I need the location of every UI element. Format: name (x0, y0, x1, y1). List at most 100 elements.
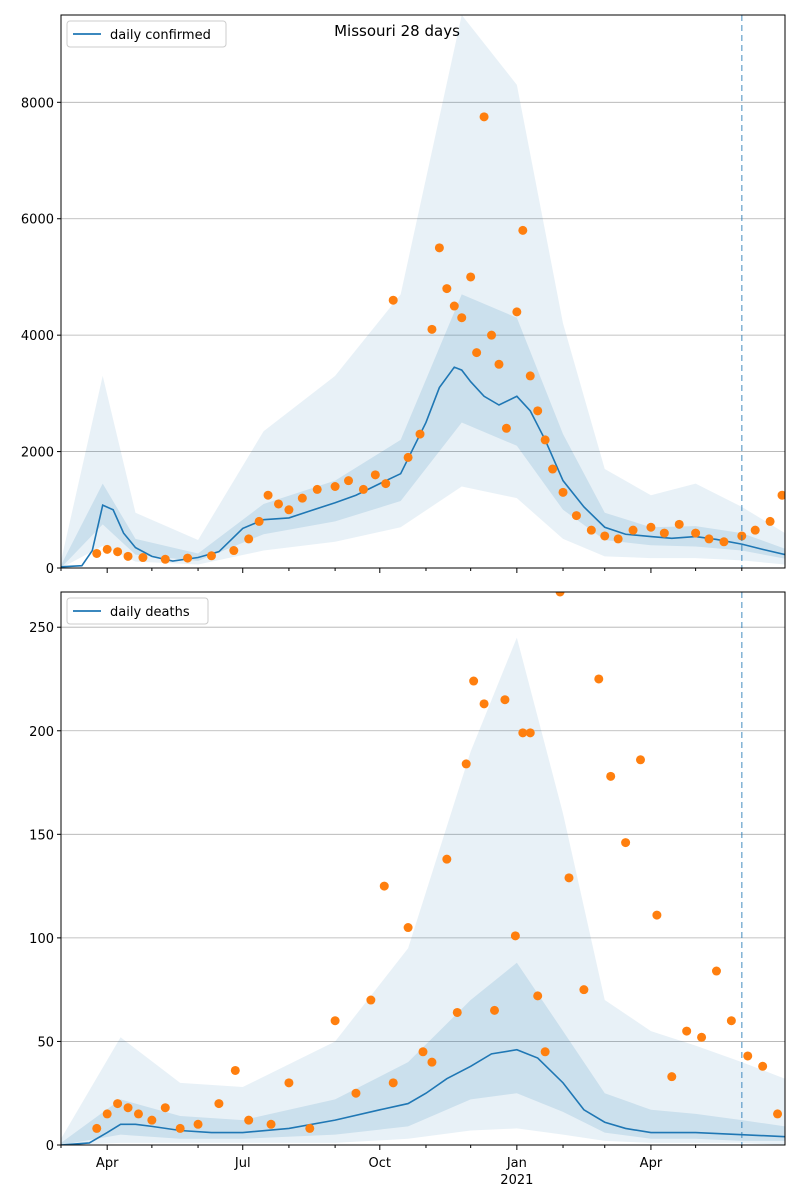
x-tick-label: Apr (96, 1156, 119, 1171)
observed-point (244, 534, 254, 544)
y-tick-label: 4000 (21, 329, 54, 344)
observed-point (571, 511, 581, 521)
observed-point (457, 313, 467, 323)
observed-point (487, 330, 497, 340)
observed-point (525, 728, 535, 738)
observed-point (525, 371, 535, 381)
observed-point (92, 1123, 102, 1133)
x-tick-label: Jul (234, 1156, 251, 1171)
outer-credible-band (61, 15, 785, 568)
observed-point (691, 528, 701, 538)
observed-point (344, 476, 354, 486)
observed-point (183, 553, 193, 563)
plot-area (61, 592, 785, 1145)
observed-point (472, 348, 482, 358)
observed-point (600, 531, 610, 541)
observed-point (123, 1103, 133, 1113)
axes-frame (60, 14, 786, 569)
x-axis-labels: Apr Jul Oct Jan Apr 2021 (96, 1156, 663, 1188)
observed-point (305, 1123, 315, 1133)
observed-point (646, 522, 656, 532)
median-line (61, 1048, 785, 1145)
legend: daily confirmed (66, 20, 227, 48)
observed-point (586, 525, 596, 535)
y-tick-label: 250 (29, 621, 54, 636)
observed-point (621, 838, 631, 848)
legend-label: daily deaths (110, 605, 190, 620)
observed-point (214, 1099, 224, 1109)
observed-point (370, 470, 380, 480)
confirmed-panel: 0 2000 4000 6000 8000 daily confirmed (21, 14, 786, 577)
observed-point (229, 546, 239, 556)
observed-point (312, 484, 322, 494)
observed-point (540, 1047, 550, 1057)
observed-point (606, 771, 616, 781)
observed-point (449, 301, 459, 311)
observed-point (466, 272, 476, 282)
observed-point (773, 1109, 783, 1119)
observed-point (510, 931, 520, 941)
deaths-panel: 0 50 100 150 200 250 daily deaths (29, 591, 786, 1154)
observed-point (479, 699, 489, 709)
observed-point (518, 728, 528, 738)
observed-point (193, 1119, 203, 1129)
observed-point (579, 985, 589, 995)
observed-point (381, 479, 391, 489)
observed-point (123, 551, 133, 561)
observed-point (726, 1016, 736, 1026)
observed-point (518, 225, 528, 235)
observed-point (330, 482, 340, 492)
observed-point (719, 537, 729, 547)
observed-point (711, 966, 721, 976)
observed-point (533, 406, 543, 416)
observed-point (133, 1109, 143, 1119)
observed-point (777, 490, 785, 500)
observed-point (138, 553, 148, 563)
axes-frame (60, 591, 786, 1146)
observed-point (427, 324, 437, 334)
observed-point (102, 544, 112, 554)
observed-point (415, 429, 425, 439)
observed-point (92, 548, 102, 558)
observed-point (403, 923, 413, 933)
observed-point (461, 759, 471, 769)
observed-point (635, 755, 645, 765)
observed-point (512, 307, 522, 317)
observed-point (479, 112, 489, 122)
observed-point (388, 295, 398, 305)
observed-point (284, 505, 294, 515)
observed-point (704, 534, 714, 544)
y-tick-label: 0 (46, 1139, 54, 1154)
observed-point (743, 1051, 753, 1061)
observed-point (555, 592, 565, 597)
observed-point (273, 499, 283, 509)
observed-point (113, 1099, 123, 1109)
observed-point (266, 1119, 276, 1129)
observed-point (102, 1109, 112, 1119)
observed-point (452, 1007, 462, 1017)
observed-point (244, 1115, 254, 1125)
y-tick-label: 6000 (21, 213, 54, 228)
observed-point (442, 854, 452, 864)
observed-point (230, 1065, 240, 1075)
observed-point (548, 464, 558, 474)
observed-point (113, 547, 123, 557)
observed-point (682, 1026, 692, 1036)
observed-point (403, 452, 413, 462)
observed-point (533, 991, 543, 1001)
y-tick-label: 2000 (21, 446, 54, 461)
x-tick-label: Oct (369, 1156, 391, 1171)
x-tick-label: Jan (506, 1156, 527, 1171)
observed-point (469, 676, 479, 686)
figure-title: Missouri 28 days (334, 22, 460, 40)
observed-point (442, 284, 452, 294)
x-year-label: 2021 (500, 1173, 533, 1188)
observed-point (628, 525, 638, 535)
observed-point (263, 490, 273, 500)
legend: daily deaths (66, 597, 209, 625)
legend-label: daily confirmed (110, 28, 211, 43)
observed-point (758, 1061, 768, 1071)
observed-point (652, 910, 662, 920)
observed-point (750, 525, 760, 535)
plot-area (61, 15, 785, 568)
